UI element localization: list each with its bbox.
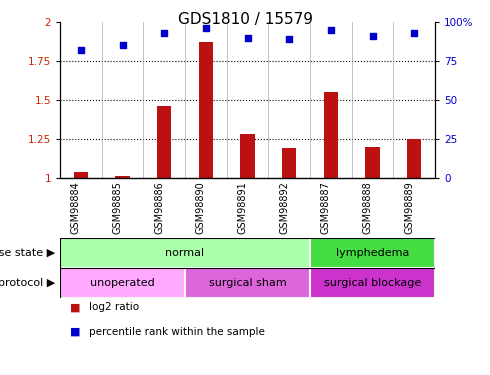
Text: GSM98885: GSM98885 [113,181,122,234]
Text: GSM98888: GSM98888 [363,181,372,234]
Bar [198,42,213,178]
Text: GSM98886: GSM98886 [154,181,164,234]
Bar [60,268,185,298]
Point [160,30,168,36]
Text: ■: ■ [70,327,80,337]
Text: unoperated: unoperated [90,278,155,288]
Bar [282,148,296,178]
Text: normal: normal [166,248,204,258]
Point [77,47,85,53]
Text: log2 ratio: log2 ratio [89,302,140,312]
Point [285,36,293,42]
Point [244,34,251,40]
Bar [157,106,172,178]
Point [368,33,376,39]
Text: surgical blockage: surgical blockage [324,278,421,288]
Text: surgical sham: surgical sham [209,278,286,288]
Bar [60,238,310,268]
Point [410,30,418,36]
Point [119,42,126,48]
Bar [115,177,130,178]
Text: GSM98889: GSM98889 [404,181,414,234]
Text: disease state ▶: disease state ▶ [0,248,55,258]
Text: ■: ■ [70,302,80,312]
Bar [185,268,310,298]
Text: GDS1810 / 15579: GDS1810 / 15579 [177,12,313,27]
Bar [407,139,421,178]
Text: protocol ▶: protocol ▶ [0,278,55,288]
Bar [323,92,338,178]
Text: percentile rank within the sample: percentile rank within the sample [89,327,265,337]
Text: GSM98890: GSM98890 [196,181,206,234]
Bar [74,172,88,178]
Text: GSM98884: GSM98884 [71,181,81,234]
Text: lymphedema: lymphedema [336,248,409,258]
Bar [240,134,255,178]
Point [202,25,210,31]
Bar [365,147,380,178]
Text: GSM98891: GSM98891 [238,181,247,234]
Point [327,27,335,33]
Text: GSM98887: GSM98887 [321,181,331,234]
Bar [310,238,435,268]
Bar [310,268,435,298]
Text: GSM98892: GSM98892 [279,181,289,234]
